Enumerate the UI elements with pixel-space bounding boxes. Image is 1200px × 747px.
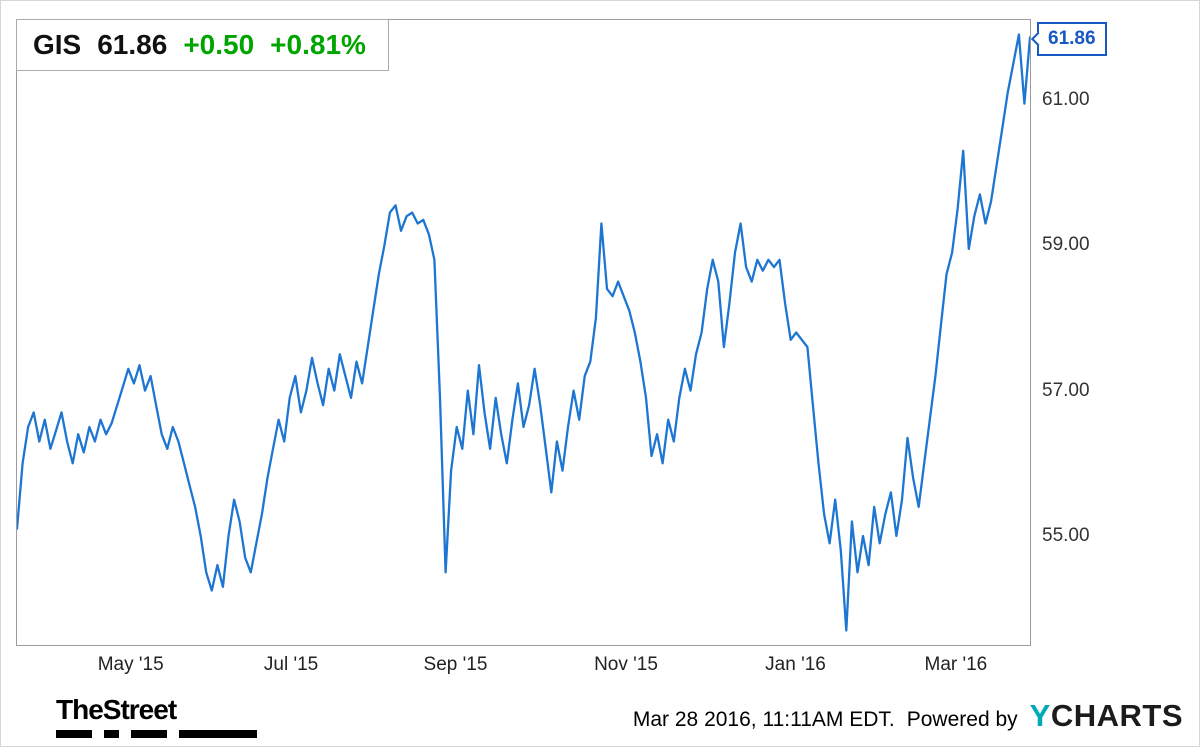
x-axis-label: Nov '15 [594, 654, 658, 675]
quote-legend: GIS 61.86 +0.50 +0.81% [16, 19, 389, 71]
y-axis-label: 59.00 [1042, 234, 1090, 256]
last-price-callout: 61.86 [1030, 22, 1107, 57]
y-axis-label: 55.00 [1042, 524, 1090, 546]
thestreet-logo-bars-icon [56, 730, 257, 738]
ycharts-logo: YCHARTS [1030, 698, 1183, 734]
ticker-symbol: GIS [33, 29, 82, 60]
quote-change: +0.50 [183, 29, 255, 60]
powered-by-label: Powered by [906, 708, 1018, 731]
last-price-value: 61.86 [1048, 28, 1096, 50]
thestreet-logo-text: TheStreet [56, 694, 177, 725]
attribution: Mar 28 2016, 11:11AM EDT. Powered by YCH… [633, 698, 1183, 734]
plot-area [16, 19, 1031, 646]
y-axis-label: 57.00 [1042, 379, 1090, 401]
quote-price: 61.86 [97, 29, 168, 60]
x-axis-label: Jan '16 [765, 654, 826, 675]
chart-timestamp: Mar 28 2016, 11:11AM EDT. [632, 708, 895, 731]
x-axis-label: Mar '16 [924, 654, 988, 675]
price-line [17, 33, 1030, 632]
x-axis-label: May '15 [97, 654, 164, 675]
x-axis-label: Sep '15 [423, 654, 488, 675]
price-line-chart [17, 33, 1030, 632]
ycharts-logo-y: Y [1029, 698, 1051, 733]
y-axis-label: 61.00 [1042, 88, 1090, 110]
callout-notch-icon [1030, 32, 1046, 47]
quote-change-pct: +0.81% [270, 29, 366, 60]
ycharts-logo-charts: CHARTS [1050, 698, 1183, 733]
x-axis-label: Jul '15 [263, 654, 319, 675]
thestreet-logo: TheStreet [56, 694, 257, 738]
